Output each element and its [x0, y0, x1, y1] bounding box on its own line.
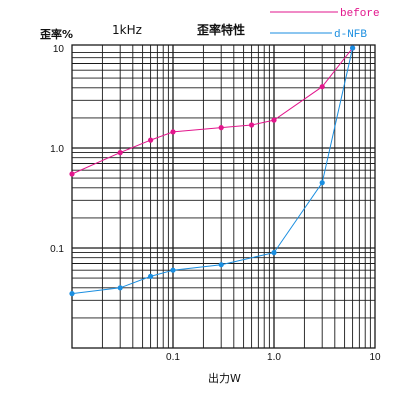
point-d-nfb-5 [218, 262, 224, 268]
x-tick-label: 0.1 [166, 352, 180, 363]
chart-title: 歪率特性 [197, 22, 245, 37]
x-tick-label: 10 [369, 352, 381, 363]
point-d-nfb-6 [271, 250, 277, 256]
point-d-nfb-8 [350, 45, 356, 51]
x-axis-label: 出力W [208, 371, 241, 385]
point-before-8 [319, 84, 325, 90]
legend-label-before: before [340, 8, 380, 20]
y-tick-label: 10 [53, 44, 65, 55]
tick-labels: 0.1 1.0 10 0.1 1.0 10 [50, 44, 381, 363]
point-before-2 [117, 150, 123, 156]
point-before-3 [148, 137, 154, 143]
point-before-4 [170, 129, 176, 135]
point-before-7 [271, 117, 277, 123]
legend: before d-NFB [270, 8, 380, 41]
point-d-nfb-3 [148, 273, 154, 279]
x-tick-label: 1.0 [267, 352, 281, 363]
point-before-1 [69, 171, 75, 177]
y-axis-label: 歪率% [40, 27, 73, 41]
point-d-nfb-2 [117, 285, 123, 291]
point-before-6 [249, 122, 255, 128]
chart-subtitle: 1kHz [112, 23, 142, 37]
plot-frame [71, 44, 376, 349]
y-tick-label: 0.1 [50, 244, 64, 255]
point-d-nfb-7 [319, 180, 325, 186]
point-before-5 [218, 125, 224, 131]
y-tick-label: 1.0 [50, 144, 64, 155]
series-line-d-nfb [71, 47, 354, 295]
grid [71, 44, 376, 349]
legend-label-d-nfb: d-NFB [334, 29, 367, 41]
point-d-nfb-1 [69, 291, 75, 297]
point-d-nfb-4 [170, 267, 176, 273]
series [69, 45, 356, 297]
